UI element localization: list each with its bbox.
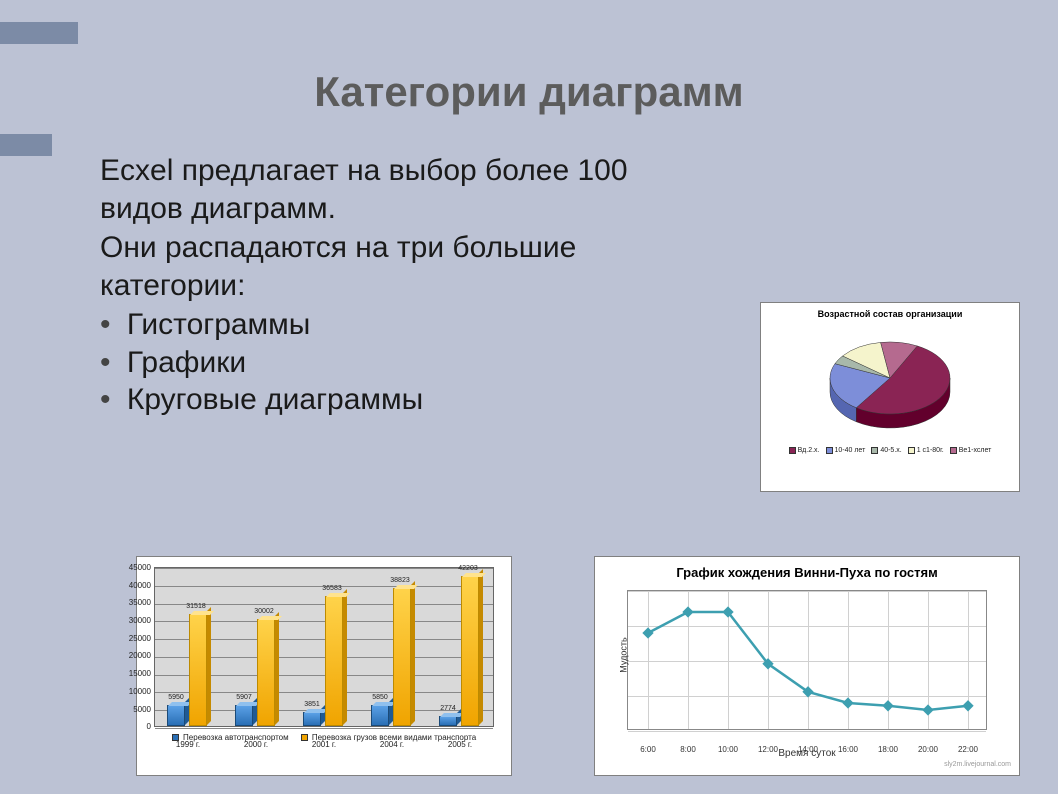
- line-chart-title: График хождения Винни-Пуха по гостям: [595, 557, 1019, 584]
- bullet-item: Графики: [120, 344, 700, 382]
- para-2: Они распадаются на три большие категории…: [100, 229, 700, 304]
- para-1: Ecxel предлагает на выбор более 100 видо…: [100, 152, 700, 227]
- bar-chart: 4500040000350003000025000200001500010000…: [154, 567, 494, 727]
- decor-tab-2: [0, 134, 52, 156]
- line-chart: Мудость 6:008:0010:0012:0014:0016:0018:0…: [627, 590, 987, 730]
- pie-chart-card: Возрастной состав организации Вд.2.x.10-…: [760, 302, 1020, 492]
- bullet-list: Гистограммы Графики Круговые диаграммы: [100, 306, 700, 419]
- line-chart-card: График хождения Винни-Пуха по гостям Муд…: [594, 556, 1020, 776]
- pie-chart-title: Возрастной состав организации: [761, 303, 1019, 321]
- bullet-item: Гистограммы: [120, 306, 700, 344]
- line-footer: sly2m.livejournal.com: [595, 759, 1019, 770]
- bar-chart-card: 4500040000350003000025000200001500010000…: [136, 556, 512, 776]
- pie-chart: [800, 323, 980, 443]
- bar-y-axis: 4500040000350003000025000200001500010000…: [121, 563, 151, 740]
- bullet-item: Круговые диаграммы: [120, 381, 700, 419]
- slide-body: Ecxel предлагает на выбор более 100 видо…: [0, 116, 760, 419]
- decor-tab-1: [0, 22, 78, 44]
- pie-legend: Вд.2.x.10-40 лет40-5.x.1 с1-80г.Ве1-хсле…: [761, 443, 1019, 456]
- slide-title: Категории диаграмм: [0, 0, 1058, 116]
